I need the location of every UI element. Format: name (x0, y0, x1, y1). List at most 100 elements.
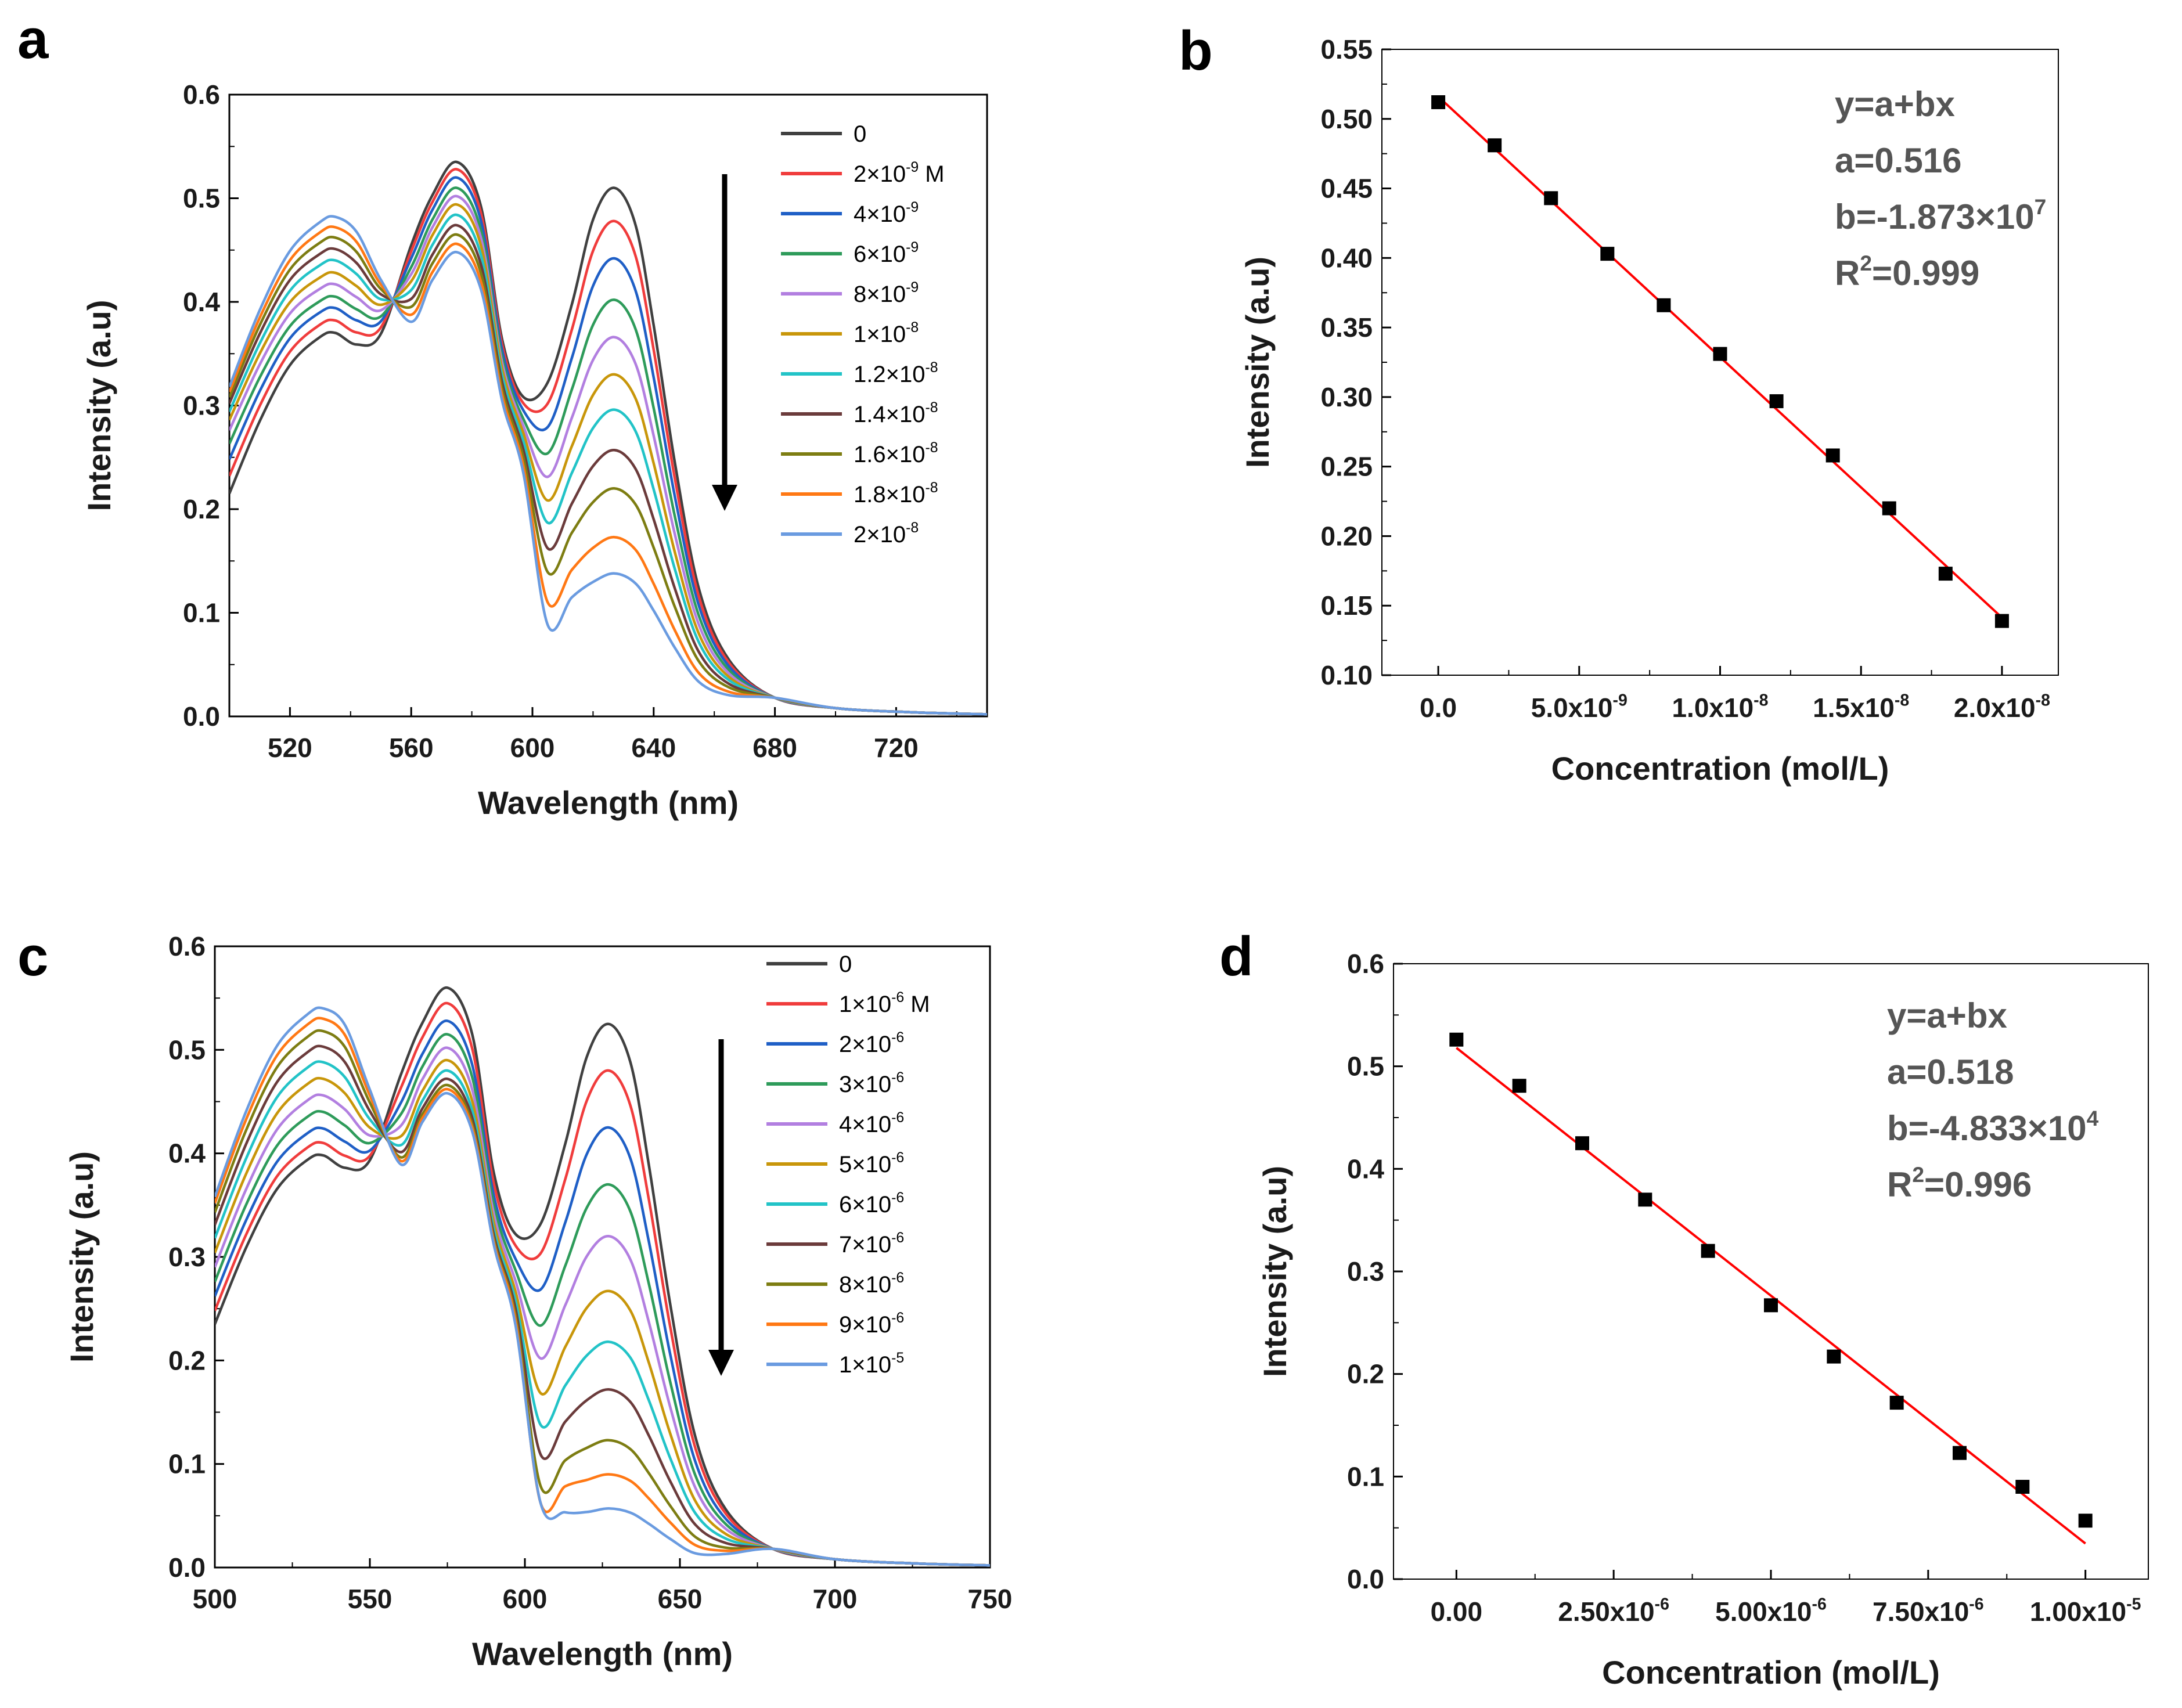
legend-label: 1.8×10-8 (854, 480, 938, 507)
panel-label: b (1179, 20, 1213, 82)
data-point (1889, 1396, 1904, 1410)
y-tick-label: 0.0 (1347, 1564, 1384, 1594)
y-tick-label: 0.25 (1320, 452, 1373, 482)
legend-label-base: 0 (854, 121, 866, 147)
series-line-4 (215, 1046, 990, 1567)
legend-label-sup: -8 (906, 520, 919, 536)
legend-label-sup: -6 (891, 1270, 904, 1286)
legend-label-sup: -8 (925, 440, 938, 456)
x-tick-label-base: 1.5x10 (1813, 693, 1895, 723)
y-tick-label: 0.2 (168, 1345, 206, 1375)
equation-line-4-tail: =0.999 (1872, 254, 1979, 293)
panel-label: d (1219, 925, 1254, 988)
x-tick-label: 520 (268, 733, 312, 763)
data-point (1544, 191, 1558, 206)
equation-line-4: R2=0.996 (1887, 1162, 2032, 1204)
y-tick-label: 0.50 (1320, 104, 1373, 134)
panel-label: c (17, 925, 48, 988)
x-tick-label: 5.00x10-6 (1715, 1595, 1827, 1627)
y-tick-label: 0.35 (1320, 312, 1373, 343)
y-tick-label: 0.2 (183, 494, 220, 524)
legend-label-base: 8×10 (839, 1272, 891, 1298)
series-line-7 (215, 1044, 990, 1567)
series-line-3 (229, 186, 987, 716)
series-line-1 (229, 168, 987, 716)
legend-label-base: 1.4×10 (854, 402, 925, 427)
legend-label-base: 1×10 (839, 1352, 891, 1378)
legend-label: 4×10-9 (854, 200, 919, 227)
x-tick-label: 750 (968, 1584, 1013, 1614)
y-tick-label: 0.4 (168, 1138, 206, 1169)
equation-line-3: b=-4.833×104 (1887, 1106, 2099, 1148)
legend-label-sup: -6 (891, 1190, 904, 1206)
data-point (1825, 448, 1840, 463)
y-tick-label: 0.15 (1320, 590, 1373, 621)
legend-label-base: 1.2×10 (854, 362, 925, 387)
series-line-8 (229, 233, 987, 716)
x-tick-label-sup: -8 (2036, 691, 2050, 710)
y-axis-label: Intensity (a.u) (1256, 1166, 1293, 1377)
data-point (1638, 1192, 1652, 1207)
legend-label-base: 1.8×10 (854, 482, 925, 507)
legend-label-base: 0 (839, 952, 852, 977)
y-tick-label: 0.3 (183, 391, 220, 421)
legend-label: 4×10-6 (839, 1110, 904, 1137)
data-point (1701, 1244, 1715, 1258)
data-point (1994, 614, 2009, 628)
legend-label-sup: -9 (906, 240, 919, 255)
equation-line-4-base: R (1887, 1165, 1912, 1204)
x-tick-label: 0.00 (1431, 1597, 1483, 1627)
y-tick-label: 0.40 (1320, 243, 1373, 273)
x-axis-label: Concentration (mol/L) (1551, 750, 1889, 787)
data-point (1488, 138, 1502, 153)
series-group (215, 986, 990, 1567)
legend-label: 1×10-5 (839, 1350, 904, 1378)
panel-c: c 0.0 0.1 0.2 0.3 0.4 0.5 0.6 500 550 600 650 700 750… (17, 925, 1012, 1672)
x-tick-label-base: 1.00x10 (2030, 1597, 2126, 1627)
y-tick-label: 0.4 (183, 287, 220, 317)
legend-label-base: 1×10 (839, 992, 891, 1017)
x-tick-label: 600 (510, 733, 555, 763)
legend-label-base: 6×10 (839, 1192, 891, 1217)
legend-label-base: 2×10 (854, 161, 906, 187)
x-axis-label: Concentration (mol/L) (1602, 1654, 1940, 1691)
x-tick-label: 2.50x10-6 (1558, 1595, 1669, 1627)
legend-label-sup: -9 (906, 200, 919, 215)
y-tick-label: 0.6 (183, 80, 220, 110)
x-tick-label: 7.50x10-6 (1873, 1595, 1984, 1627)
data-point (1575, 1136, 1589, 1151)
data-point (1713, 347, 1727, 361)
y-tick-label: 0.1 (1347, 1461, 1384, 1491)
data-point (2078, 1514, 2093, 1528)
legend-label-sup: -8 (925, 400, 938, 416)
legend-label: 8×10-9 (854, 280, 919, 307)
y-tick-label: 0.0 (168, 1552, 206, 1583)
panel-b: b 0.10 0.15 0.20 0.25 0.30 0.35 0.40 0.45 0.50 0.5… (1179, 20, 2059, 787)
legend-label: 1×10-6 M (839, 990, 930, 1017)
legend-label-tail: M (904, 992, 930, 1017)
series-line-1 (215, 1001, 990, 1567)
legend-label: 6×10-6 (839, 1190, 904, 1217)
y-tick-label: 0.55 (1320, 34, 1373, 64)
series-line-0 (229, 160, 987, 716)
y-tick-label: 0.4 (1347, 1154, 1384, 1184)
data-point (1882, 501, 1896, 516)
series-line-9 (229, 225, 987, 716)
plot-frame (1393, 963, 2149, 1580)
legend-label: 0 (839, 952, 852, 977)
x-tick-label: 700 (813, 1584, 858, 1614)
x-tick-label: 680 (752, 733, 797, 763)
equation-line-4-sup: 2 (1860, 251, 1872, 275)
legend-label-sup: -6 (891, 1150, 904, 1166)
x-tick-label: 5.0x10-9 (1531, 691, 1628, 723)
data-point (1600, 247, 1615, 261)
legend-label: 2×10-8 (854, 520, 919, 547)
x-tick-label: 600 (503, 1584, 548, 1614)
x-tick-label-base: 2.0x10 (1954, 693, 2036, 723)
legend-label: 1.6×10-8 (854, 440, 938, 467)
y-tick-label: 0.2 (1347, 1359, 1384, 1389)
x-axis-label: Wavelength (nm) (472, 1635, 733, 1672)
y-tick-label: 0.10 (1320, 660, 1373, 690)
legend-label: 6×10-9 (854, 240, 919, 267)
legend-label: 7×10-6 (839, 1230, 904, 1257)
